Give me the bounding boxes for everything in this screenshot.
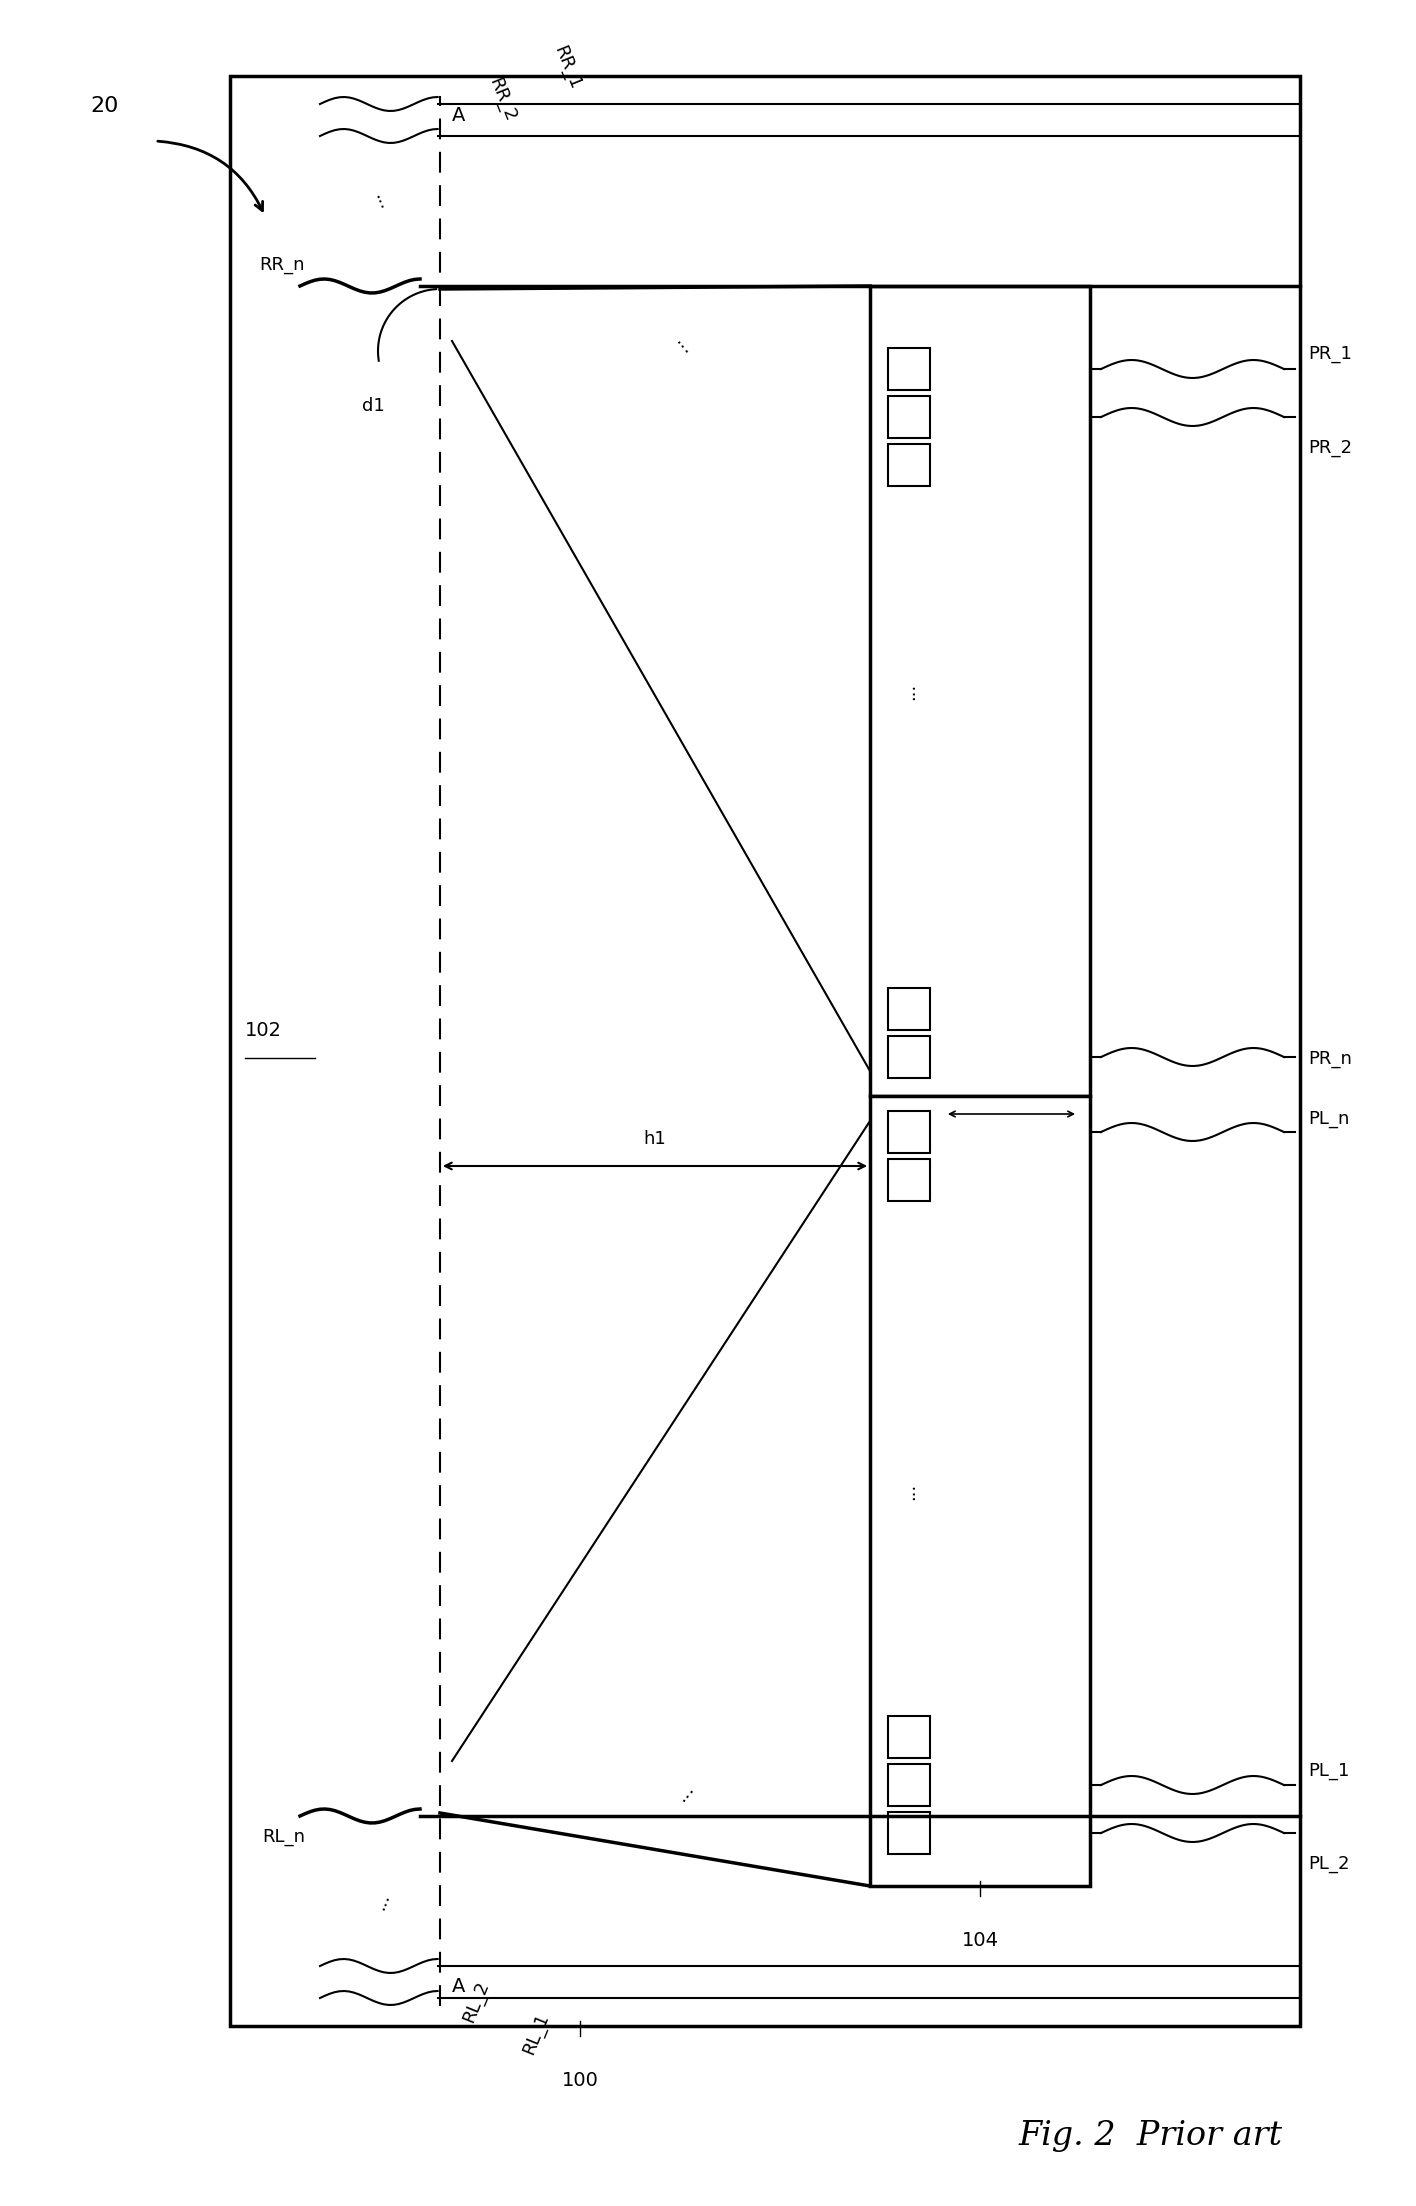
Bar: [888, 1112, 930, 1154]
Text: ...: ...: [671, 333, 698, 360]
Text: PL_1: PL_1: [1308, 1763, 1349, 1780]
Bar: [888, 1811, 930, 1853]
Bar: [888, 988, 930, 1030]
Text: ...: ...: [370, 190, 394, 212]
Bar: [888, 397, 930, 439]
Bar: [229, 75, 1300, 2025]
Bar: [869, 287, 1090, 1096]
Text: RR_2: RR_2: [486, 75, 518, 124]
Text: RL_1: RL_1: [520, 2010, 552, 2056]
Text: PR_n: PR_n: [1308, 1050, 1352, 1068]
Text: PR_2: PR_2: [1308, 439, 1352, 457]
Text: 102: 102: [245, 1021, 282, 1041]
Bar: [888, 1037, 930, 1079]
Text: 20: 20: [91, 97, 119, 117]
Text: PL_2: PL_2: [1308, 1855, 1349, 1873]
Text: A: A: [452, 106, 466, 126]
Text: ...: ...: [901, 1482, 918, 1500]
Text: ...: ...: [901, 682, 918, 699]
Text: A: A: [452, 1977, 466, 1996]
Text: Fig. 2  Prior art: Fig. 2 Prior art: [1018, 2120, 1281, 2153]
Text: h1: h1: [644, 1129, 667, 1147]
Text: ...: ...: [671, 1778, 698, 1805]
Bar: [888, 1158, 930, 1200]
Text: 100: 100: [562, 2071, 599, 2089]
Text: 104: 104: [961, 1930, 998, 1950]
Text: RR_n: RR_n: [259, 256, 304, 274]
Bar: [888, 1765, 930, 1807]
Text: RL_2: RL_2: [460, 1979, 493, 2025]
Text: RR_1: RR_1: [549, 44, 583, 93]
Text: ...: ...: [370, 1891, 394, 1913]
Text: RL_n: RL_n: [262, 1829, 304, 1846]
Text: PL_n: PL_n: [1308, 1110, 1349, 1127]
Bar: [888, 443, 930, 485]
Bar: [888, 349, 930, 390]
Text: d1: d1: [362, 397, 385, 415]
Text: PR_1: PR_1: [1308, 344, 1352, 364]
Bar: [869, 1096, 1090, 1886]
Bar: [888, 1716, 930, 1758]
